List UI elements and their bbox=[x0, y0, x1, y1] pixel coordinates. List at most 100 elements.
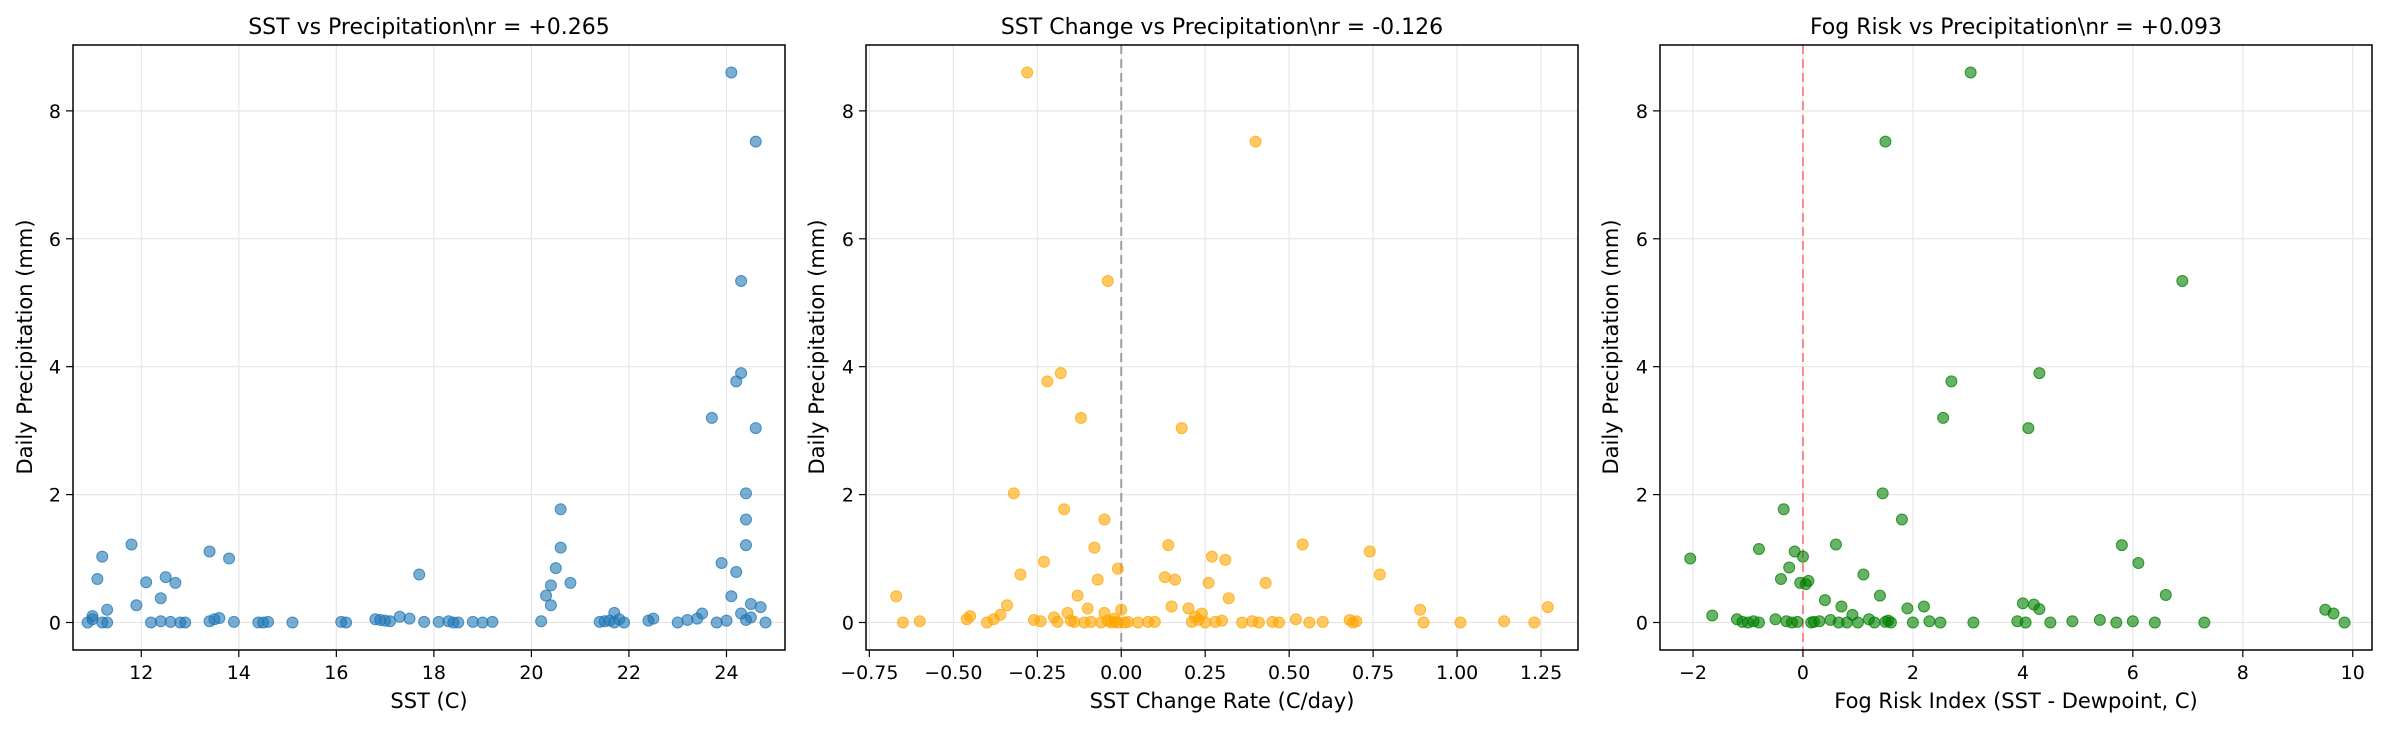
panel-2-data-point bbox=[1098, 513, 1111, 526]
panel-3-y-tick-label: 6 bbox=[1636, 229, 1648, 251]
panel-1-y-tick-label: 2 bbox=[49, 485, 61, 507]
panel-1-data-point bbox=[130, 599, 143, 612]
panel-2-data-point bbox=[1014, 568, 1027, 581]
panel-2-data-point bbox=[1259, 576, 1272, 589]
panel-1-data-point bbox=[227, 615, 240, 628]
panel-1-data-point bbox=[759, 616, 772, 629]
panel-2-data-point bbox=[1316, 615, 1329, 628]
panel-1-data-point bbox=[749, 422, 762, 435]
panel-2-data-point bbox=[1414, 603, 1427, 616]
panel-1-data-point bbox=[383, 615, 396, 628]
panel-2-xlabel: SST Change Rate (C/day) bbox=[1090, 689, 1355, 713]
panel-3-data-point bbox=[1917, 600, 1930, 613]
panel-2-data-point bbox=[1168, 573, 1181, 586]
panel-1-data-point bbox=[91, 573, 104, 586]
panel-2-data-point bbox=[1202, 576, 1215, 589]
panel-2-data-point bbox=[1034, 615, 1047, 628]
panel-1-data-point bbox=[101, 603, 114, 616]
panel-2-data-point bbox=[1158, 571, 1171, 584]
panel-1-data-point bbox=[179, 616, 192, 629]
panel-1-data-point bbox=[96, 550, 109, 563]
panel-3-data-point bbox=[1752, 616, 1765, 629]
panel-2-data-point bbox=[1273, 616, 1286, 629]
panel-2-data-point bbox=[1350, 615, 1363, 628]
panel-1-data-point bbox=[710, 616, 723, 629]
panel-3-data-point bbox=[2198, 616, 2211, 629]
panel-1-grid bbox=[73, 45, 785, 650]
panel-3-data-point bbox=[2066, 615, 2079, 628]
panel-1-y-tick-label: 6 bbox=[49, 229, 61, 251]
panel-2-data-point bbox=[1081, 602, 1094, 615]
panel-1-data-point bbox=[725, 66, 738, 79]
panel-1-data-point bbox=[720, 614, 733, 627]
panel-2-data-point bbox=[896, 616, 909, 629]
panel-1-y-tick-label: 8 bbox=[49, 101, 61, 123]
panel-1-data-point bbox=[730, 565, 743, 578]
panel-2-x-tick-label: −0.25 bbox=[1008, 662, 1066, 684]
panel-3-data-point bbox=[1967, 616, 1980, 629]
panel-1-data-point bbox=[739, 539, 752, 552]
panel-3-data-point bbox=[1835, 600, 1848, 613]
panel-1-data-point bbox=[735, 274, 748, 287]
panel-2-data-point bbox=[1236, 616, 1249, 629]
panel-1-data-point bbox=[735, 367, 748, 380]
panel-1-data-point bbox=[744, 611, 757, 624]
panel-3: Fog Risk vs Precipitation\nr = +0.093 Fo… bbox=[1599, 15, 2373, 713]
panel-2-data-point bbox=[1132, 616, 1145, 629]
panel-2-grid bbox=[866, 45, 1578, 650]
panel-1-data-point bbox=[671, 616, 684, 629]
panel-1-data-point bbox=[554, 503, 567, 516]
panel-2-data-point bbox=[1205, 550, 1218, 563]
panel-2-data-point bbox=[1249, 135, 1262, 148]
panel-3-x-tick-label: 6 bbox=[2127, 662, 2139, 684]
panel-1-xlabel: SST (C) bbox=[390, 689, 467, 713]
panel-2-data-point bbox=[1041, 375, 1054, 388]
panel-3-data-point bbox=[1796, 550, 1809, 563]
panel-3-data-point bbox=[1873, 589, 1886, 602]
panel-1-data-point bbox=[403, 612, 416, 625]
panel-2-data-point bbox=[1051, 615, 1064, 628]
panel-1-data-point bbox=[452, 616, 465, 629]
panel-2-x-tick-label: 1.25 bbox=[1520, 662, 1562, 684]
panel-3-data-point bbox=[2033, 603, 2046, 616]
panel-1-data-point bbox=[413, 568, 426, 581]
panel-2-data-point bbox=[1071, 589, 1084, 602]
panel-3-title: Fog Risk vs Precipitation\nr = +0.093 bbox=[1810, 15, 2222, 40]
panel-2-data-point bbox=[1001, 599, 1014, 612]
panel-2-data-point bbox=[1074, 411, 1087, 424]
panel-3-data-point bbox=[1906, 616, 1919, 629]
panel-3-data-point bbox=[2016, 597, 2029, 610]
panel-3-data-point bbox=[1857, 568, 1870, 581]
panel-3-data-point bbox=[2148, 616, 2161, 629]
panel-3-data-point bbox=[1706, 609, 1719, 622]
panel-2-x-tick-label: −0.75 bbox=[840, 662, 898, 684]
panel-3-data-point bbox=[2044, 616, 2057, 629]
panel-1-data-point bbox=[696, 607, 709, 620]
panel-2-data-point bbox=[1088, 541, 1101, 554]
panel-2-data-point bbox=[1199, 616, 1212, 629]
panel-3-data-point bbox=[1791, 615, 1804, 628]
panel-3-x-tick-label: 8 bbox=[2237, 662, 2249, 684]
panel-3-x-tick-label: 10 bbox=[2341, 662, 2365, 684]
panel-3-data-point bbox=[1769, 613, 1782, 626]
panel-1-data-point bbox=[725, 590, 738, 603]
panel-3-data-point bbox=[1818, 594, 1831, 607]
panel-2-data-point bbox=[1219, 553, 1232, 566]
panel-1-title: SST vs Precipitation\nr = +0.265 bbox=[248, 15, 610, 40]
panel-1-data-point bbox=[554, 541, 567, 554]
panel-3-x-tick-label: 0 bbox=[1797, 662, 1809, 684]
panel-2-data-point bbox=[1541, 601, 1554, 614]
panel-1-data-point bbox=[145, 616, 158, 629]
panel-3-y-tick-label: 0 bbox=[1636, 613, 1648, 635]
panel-2: SST Change vs Precipitation\nr = -0.126 … bbox=[805, 15, 1579, 713]
panel-2-data-point bbox=[1007, 487, 1020, 500]
panel-1-data-point bbox=[418, 615, 431, 628]
panel-1-data-point bbox=[154, 592, 167, 605]
panel-3-data-point bbox=[2176, 274, 2189, 287]
panel-1-x-tick-label: 12 bbox=[129, 662, 153, 684]
panel-1-ylabel: Daily Precipitation (mm) bbox=[13, 219, 37, 474]
panel-3-data-point bbox=[1802, 574, 1815, 587]
panel-3-data-point bbox=[1783, 561, 1796, 574]
panel-1-x-tick-label: 24 bbox=[714, 662, 738, 684]
panel-2-data-point bbox=[890, 590, 903, 603]
